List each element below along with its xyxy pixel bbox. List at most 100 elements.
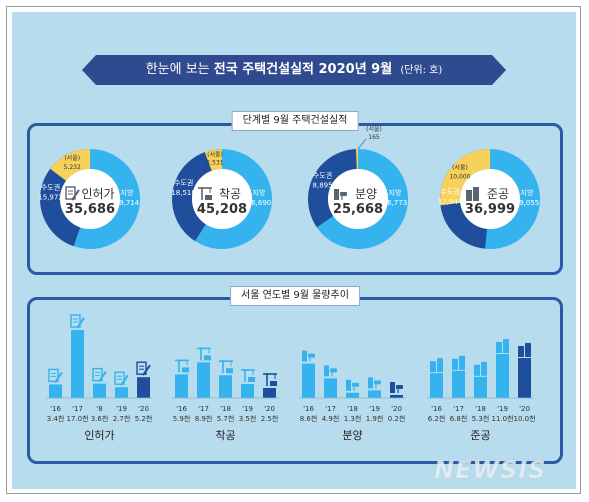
donut-name: 준공 [487,187,509,201]
seoul-value: 10,000 [449,174,470,181]
donut-name: 착공 [219,187,241,201]
bar [137,377,150,398]
bar [452,370,465,398]
handshake-icon [368,377,381,389]
building-icon [452,355,465,370]
local-value: 16,773 [383,199,408,207]
slice-capital [308,149,358,228]
donut-name: 인허가 [81,187,114,201]
bar-value: 10.0천 [513,414,535,423]
bar-value: 3.6천 [91,414,109,423]
capital-label: 수도권 [174,179,193,187]
local-value: 26,690 [247,199,272,207]
bar-year: '8 [96,405,102,413]
bar [474,376,487,398]
bar [219,375,232,398]
capital-value: 18,518 [171,189,196,197]
donut-hole [60,169,120,229]
group-label: 분양 [342,429,362,442]
bar [93,383,106,398]
local-label: 지방 [521,188,534,197]
crane-icon [263,373,277,386]
donut-total: 35,686 [65,202,115,217]
crane-icon [219,360,233,374]
handshake-icon [302,350,315,362]
slice-local [195,149,272,250]
group-label: 착공 [215,429,235,442]
slice-seoul [204,149,222,171]
bar-year: '20 [519,405,530,413]
bar-value: 1.9천 [366,414,384,423]
bar-year: '17 [72,405,83,413]
capital-label: 수도권 [440,188,459,196]
slice-seoul [355,149,358,170]
bar-value: 5.9천 [173,414,191,423]
bar-value: 6.2천 [428,414,446,423]
donut-hole [460,169,520,229]
bar-year: '17 [453,405,464,413]
bar-value: 2.5천 [261,414,279,423]
handshake-icon [324,365,337,377]
capital-label: 수도권 [313,171,332,179]
seoul-label: (서울) [366,125,382,133]
bar [302,363,315,398]
bar [71,330,84,398]
donut-total: 45,208 [197,202,247,217]
crane-icon [197,347,211,361]
bar-year: '19 [369,405,380,413]
seoul-label: (서울) [452,164,468,172]
bar-value: 3.4천 [47,414,65,423]
seoul-value: 165 [368,134,380,141]
bar-year: '19 [497,405,508,413]
capital-label: 수도권 [41,183,60,191]
bar-value: 8.9천 [195,414,213,423]
bar [518,358,531,398]
building-icon [466,187,479,201]
donut-name: 분양 [355,187,377,201]
bar-year: '16 [176,405,187,413]
bar-value: 8.6천 [300,414,318,423]
handshake-icon [346,379,359,391]
unit-label: (단위: 호) [400,65,443,76]
bar-year: '18 [347,405,358,413]
bar-value: 4.9천 [322,414,340,423]
handshake-icon [390,382,403,393]
crane-icon [241,369,255,382]
donut-total: 25,668 [333,202,383,217]
bar-value: 6.8천 [450,414,468,423]
building-icon [430,358,443,373]
bar-year: '18 [220,405,231,413]
seoul-value: 2,531 [206,160,223,167]
title-banner: 한눈에 보는 전국 주택건설실적 2020년 9월 (단위: 호) [82,55,506,85]
bar-value: 5.7천 [217,414,235,423]
title-lead: 한눈에 보는 [145,62,210,77]
local-label: 지방 [389,188,402,197]
seoul-leader [357,138,367,150]
bar [324,378,337,398]
seoul-label: (서울) [207,151,223,159]
seoul-value: 5,232 [64,164,81,171]
bar-value: 17.0천 [66,414,88,423]
bar [263,388,276,398]
stage-section-title: 단계별 9월 주택건설실적 [231,111,359,131]
bar [496,354,509,398]
bar-year: '17 [325,405,336,413]
bar [390,395,403,398]
bar-value: 1.3천 [344,414,362,423]
slice-seoul [440,149,490,206]
donut-hole [328,169,388,229]
document-pen-icon [92,367,107,383]
bar-year: '17 [198,405,209,413]
title-bold: 전국 주택건설실적 2020년 9월 [213,62,393,77]
bar [49,384,62,398]
bar-charts: '163.4천'1717.0천'83.6천'192.7천'205.2천인허가'1… [46,314,536,442]
donut-hole [192,169,252,229]
infographic-panel [12,12,576,489]
local-label: 지방 [253,188,266,197]
document-pen-icon [114,371,129,386]
